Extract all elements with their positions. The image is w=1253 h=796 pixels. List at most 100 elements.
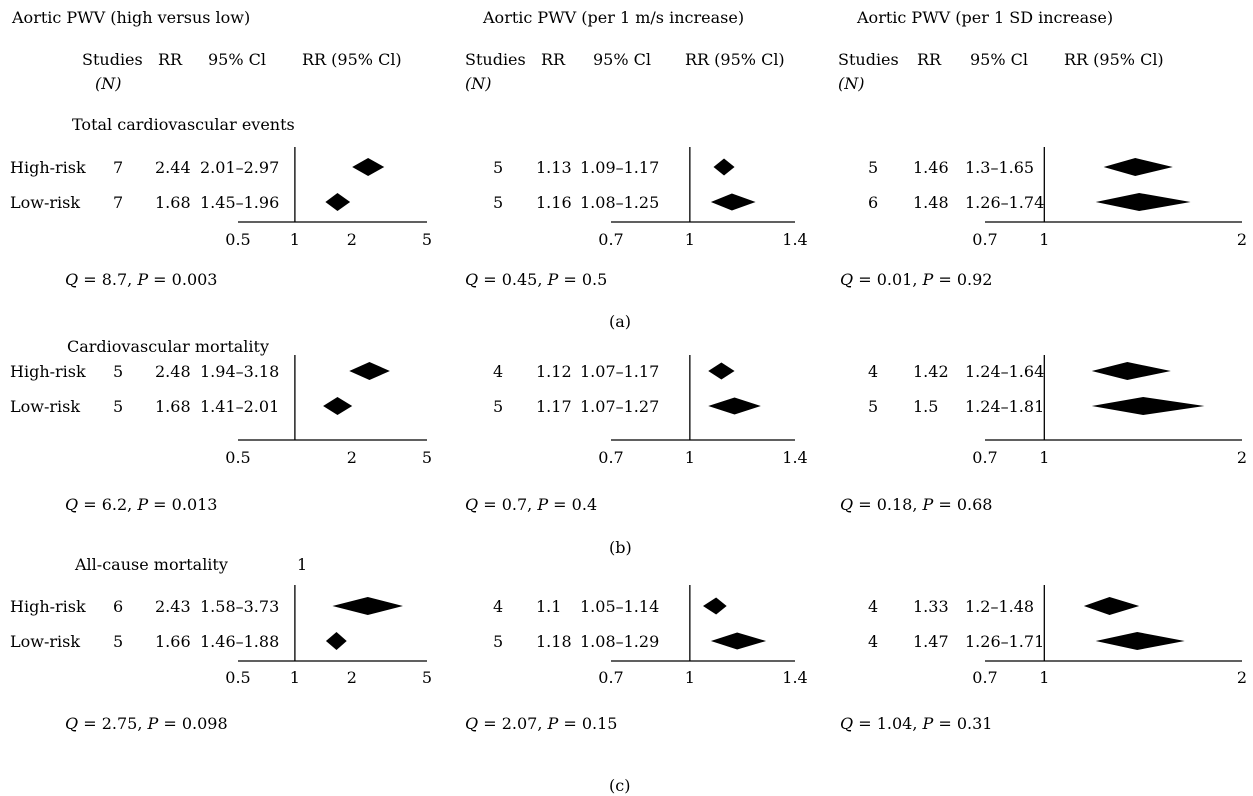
row-label: High-risk	[10, 362, 86, 381]
x-tick-label: 0.5	[225, 448, 250, 467]
studies-count: 5	[493, 397, 503, 416]
section-heading-all-cause-mortality: All-cause mortality	[74, 555, 228, 574]
x-tick-label: 1	[1039, 448, 1049, 467]
panel-title-high-vs-low: Aortic PWV (high versus low)	[11, 8, 250, 27]
x-tick-label: 0.7	[598, 668, 623, 687]
rr-value: 1.46	[913, 158, 949, 177]
rr-value: 1.66	[155, 632, 191, 651]
subfigure-label-b: (b)	[609, 538, 632, 557]
heterogeneity-stat: Q = 8.7, P = 0.003	[65, 270, 217, 289]
rr-diamond	[1083, 597, 1140, 615]
x-tick-label: 2	[347, 668, 357, 687]
x-tick-label: 0.7	[598, 230, 623, 249]
x-tick-label: 1.4	[782, 668, 807, 687]
heterogeneity-stat: Q = 2.75, P = 0.098	[65, 714, 228, 733]
x-tick-label: 0.5	[225, 230, 250, 249]
heterogeneity-stat: Q = 6.2, P = 0.013	[65, 495, 217, 514]
x-tick-label: 1	[290, 230, 300, 249]
ci-value: 1.24–1.81	[965, 397, 1044, 416]
x-tick-label: 2	[1237, 230, 1247, 249]
panel-title-per-1sd: Aortic PWV (per 1 SD increase)	[856, 8, 1113, 27]
rr-diamond	[1095, 632, 1185, 650]
row-label: Low-risk	[10, 632, 80, 651]
heterogeneity-stat: Q = 1.04, P = 0.31	[840, 714, 992, 733]
ci-value: 1.07–1.17	[580, 362, 659, 381]
rr-diamond	[710, 632, 767, 650]
rr-diamond	[352, 158, 385, 176]
col-header-rr-ci: RR (95% Cl)	[685, 50, 785, 69]
studies-count: 4	[868, 632, 878, 651]
col-header-n: (N)	[95, 74, 121, 93]
col-header-studies: Studies	[82, 50, 143, 69]
x-tick-label: 1	[1039, 668, 1049, 687]
ci-value: 1.05–1.14	[580, 597, 659, 616]
rr-value: 1.12	[536, 362, 572, 381]
rr-value: 1.33	[913, 597, 949, 616]
x-tick-label: 0.7	[598, 448, 623, 467]
col-header-rr: RR	[917, 50, 942, 69]
x-tick-label: 2	[1237, 668, 1247, 687]
studies-count: 4	[493, 597, 503, 616]
rr-value: 1.68	[155, 193, 191, 212]
col-header-studies: Studies	[465, 50, 526, 69]
rr-value: 1.17	[536, 397, 572, 416]
subfigure-label-c: (c)	[609, 776, 630, 795]
panel-title-per-1ms: Aortic PWV (per 1 m/s increase)	[482, 8, 744, 27]
x-tick-label: 1	[685, 448, 695, 467]
studies-count: 5	[868, 397, 878, 416]
rr-diamond	[1091, 397, 1205, 415]
heterogeneity-stat: Q = 2.07, P = 0.15	[465, 714, 617, 733]
x-tick-label: 5	[422, 230, 432, 249]
ci-value: 1.08–1.29	[580, 632, 659, 651]
ci-value: 1.26–1.74	[965, 193, 1044, 212]
x-tick-label: 0.7	[972, 668, 997, 687]
rr-diamond	[349, 362, 390, 380]
rr-value: 1.68	[155, 397, 191, 416]
ci-value: 1.07–1.27	[580, 397, 659, 416]
col-header-rr: RR	[158, 50, 183, 69]
ci-value: 1.94–3.18	[200, 362, 279, 381]
x-tick-label: 1	[290, 668, 300, 687]
studies-count: 5	[868, 158, 878, 177]
rr-diamond	[1103, 158, 1173, 176]
x-tick-label: 1	[1039, 230, 1049, 249]
col-header-ci: 95% Cl	[970, 50, 1028, 69]
rr-diamond	[325, 193, 351, 211]
x-tick-label: 0.5	[225, 668, 250, 687]
x-tick-label: 1	[685, 668, 695, 687]
rr-value: 2.43	[155, 597, 191, 616]
rr-value: 1.1	[536, 597, 561, 616]
rr-value: 1.18	[536, 632, 572, 651]
col-header-n: (N)	[465, 74, 491, 93]
ci-value: 1.46–1.88	[200, 632, 279, 651]
ci-value: 1.41–2.01	[200, 397, 279, 416]
rr-value: 1.16	[536, 193, 572, 212]
studies-count: 5	[113, 632, 123, 651]
col-header-n: (N)	[838, 74, 864, 93]
heterogeneity-stat: Q = 0.01, P = 0.92	[840, 270, 992, 289]
rr-value: 1.13	[536, 158, 572, 177]
subfigure-label-a: (a)	[609, 312, 631, 331]
studies-count: 4	[493, 362, 503, 381]
ci-value: 1.45–1.96	[200, 193, 279, 212]
ci-value: 1.09–1.17	[580, 158, 659, 177]
studies-count: 4	[868, 597, 878, 616]
studies-count: 4	[868, 362, 878, 381]
x-tick-label: 2	[347, 448, 357, 467]
ci-value: 1.2–1.48	[965, 597, 1034, 616]
x-tick-label: 5	[422, 668, 432, 687]
row-label: High-risk	[10, 158, 86, 177]
x-tick-label: 5	[422, 448, 432, 467]
col-header-ci: 95% Cl	[208, 50, 266, 69]
rr-value: 1.48	[913, 193, 949, 212]
x-tick-label: 1	[685, 230, 695, 249]
rr-value: 2.48	[155, 362, 191, 381]
stray-axis-label: 1	[297, 555, 307, 574]
row-label: High-risk	[10, 597, 86, 616]
rr-diamond	[710, 193, 756, 211]
rr-value: 2.44	[155, 158, 191, 177]
rr-diamond	[703, 597, 727, 615]
ci-value: 1.08–1.25	[580, 193, 659, 212]
studies-count: 5	[493, 193, 503, 212]
